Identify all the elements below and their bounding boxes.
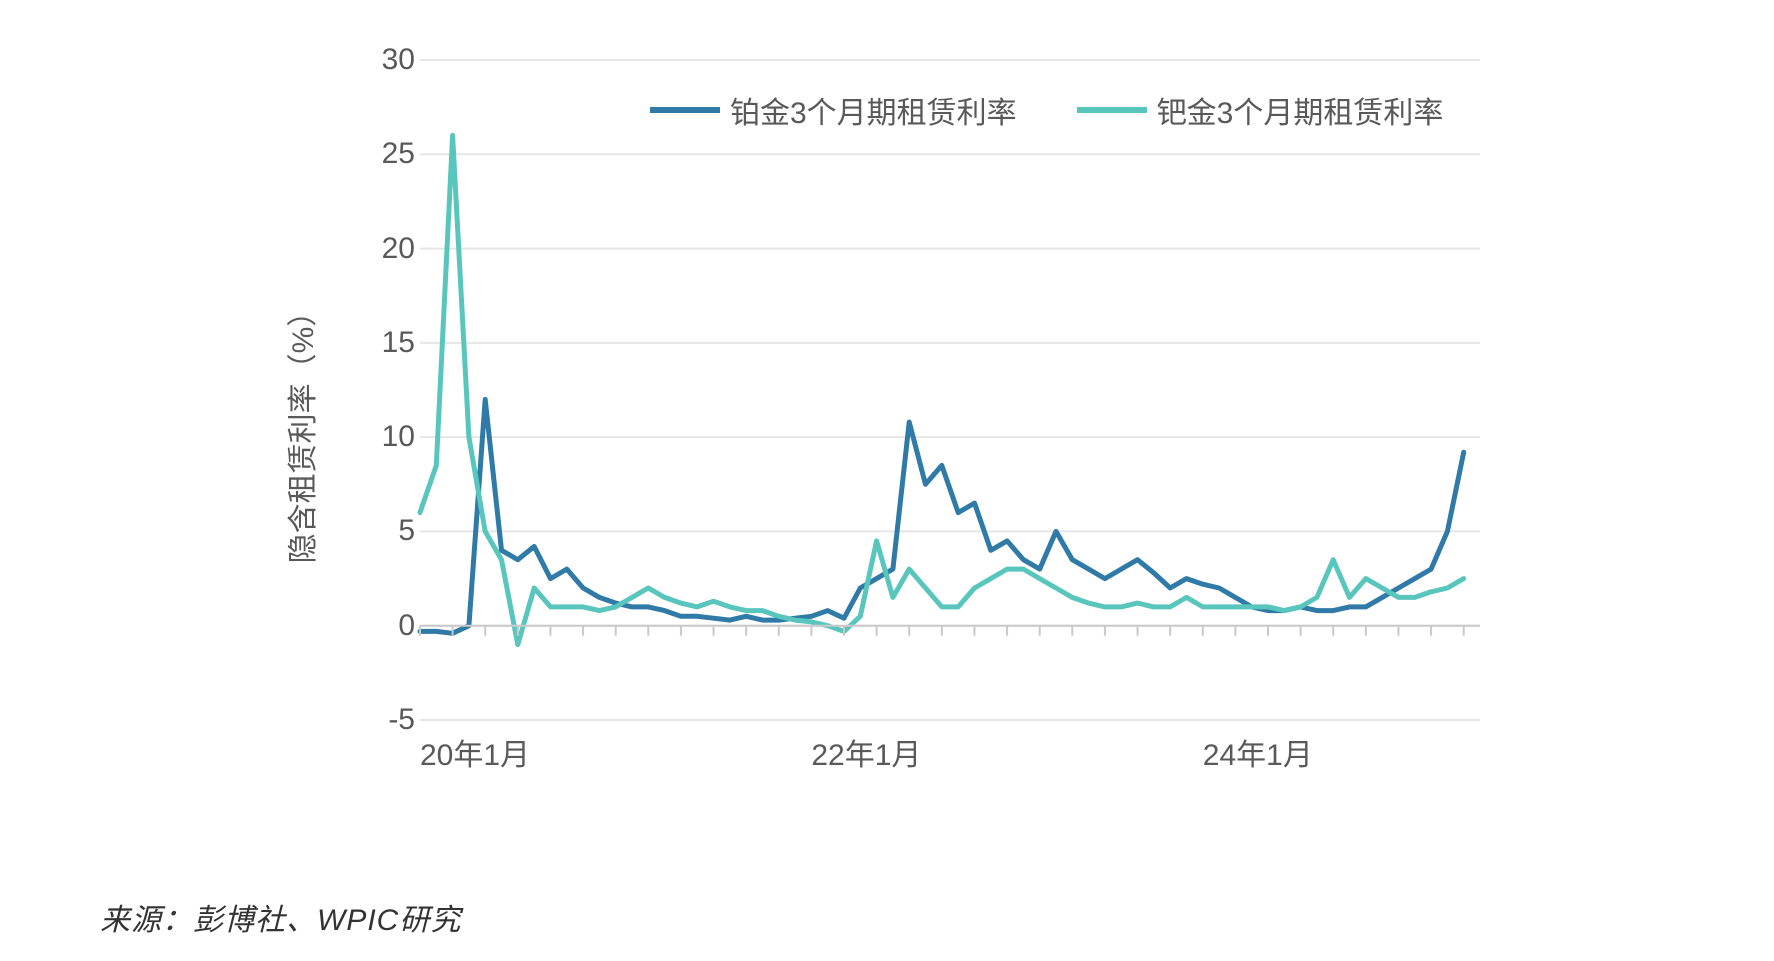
- y-tick-label: 5: [398, 514, 415, 548]
- x-tick-label: 22年1月: [811, 730, 921, 774]
- y-tick-label: 10: [382, 420, 415, 454]
- y-tick-label: -5: [388, 703, 415, 737]
- series-platinum: [420, 399, 1464, 633]
- source-attribution: 来源：彭博社、WPIC研究: [100, 895, 461, 939]
- chart-svg: [420, 60, 1480, 720]
- series-palladium: [420, 135, 1464, 644]
- x-tick-label: 24年1月: [1203, 730, 1313, 774]
- y-tick-label: 15: [382, 326, 415, 360]
- plot-area: [420, 60, 1480, 720]
- y-tick-label: 20: [382, 232, 415, 266]
- y-tick-label: 25: [382, 137, 415, 171]
- y-tick-label: 0: [398, 609, 415, 643]
- y-axis-label: 隐含租赁利率（%）: [278, 297, 322, 564]
- y-tick-label: 30: [382, 43, 415, 77]
- x-tick-label: 20年1月: [420, 730, 530, 774]
- lease-rate-chart: 隐含租赁利率（%） -5 0 5 10 15 20 25 30 20年1月 22年1月 24年1月…: [260, 30, 1500, 830]
